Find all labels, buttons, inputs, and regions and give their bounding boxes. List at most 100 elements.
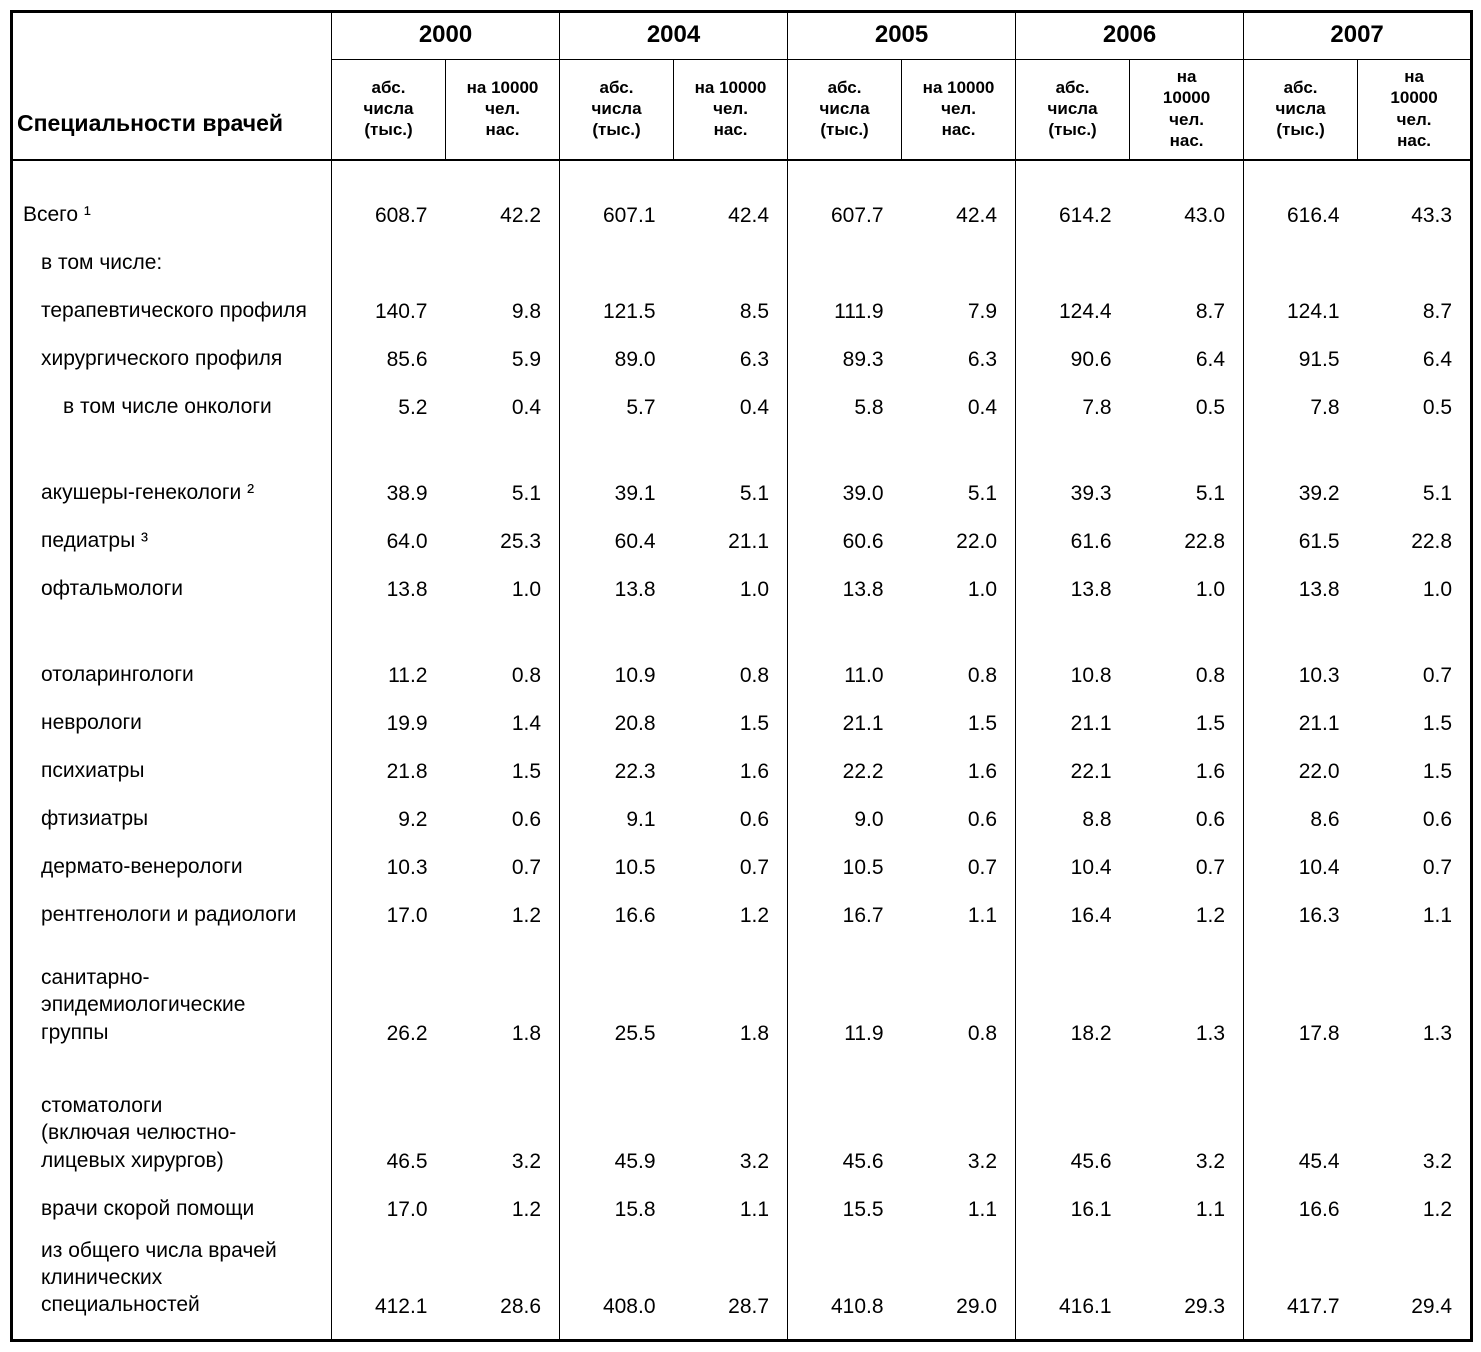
cell-value: [1016, 228, 1130, 276]
cell-value: 0.4: [674, 372, 788, 420]
cell-value: [1244, 228, 1358, 276]
cell-value: 1.5: [674, 688, 788, 736]
table-row: хирургического профиля85.65.989.06.389.3…: [12, 324, 1472, 372]
cell-value: 1.0: [1358, 554, 1472, 602]
cell-value: 10.5: [560, 832, 674, 880]
cell-value: 39.0: [788, 420, 902, 506]
cell-value: 11.2: [332, 602, 446, 688]
table-row: офтальмологи13.81.013.81.013.81.013.81.0…: [12, 554, 1472, 602]
row-label: стоматологи (включая челюстно- лицевых х…: [12, 1046, 332, 1174]
cell-value: 124.1: [1244, 276, 1358, 324]
cell-value: 416.1: [1016, 1222, 1130, 1340]
cell-value: 412.1: [332, 1222, 446, 1340]
cell-value: 28.6: [446, 1222, 560, 1340]
row-label: дермато-венерологи: [12, 832, 332, 880]
cell-value: 0.6: [902, 784, 1016, 832]
cell-value: 8.8: [1016, 784, 1130, 832]
header-year: 2006: [1016, 12, 1244, 60]
cell-value: 9.1: [560, 784, 674, 832]
cell-value: 22.2: [788, 736, 902, 784]
header-year: 2004: [560, 12, 788, 60]
cell-value: 21.1: [1244, 688, 1358, 736]
cell-value: 1.5: [1358, 736, 1472, 784]
table-row: из общего числа врачей клинических специ…: [12, 1222, 1472, 1340]
table-row: в том числе онкологи5.20.45.70.45.80.47.…: [12, 372, 1472, 420]
cell-value: 17.0: [332, 1174, 446, 1222]
cell-value: 1.3: [1358, 928, 1472, 1046]
cell-value: 0.6: [674, 784, 788, 832]
cell-value: 0.7: [674, 832, 788, 880]
cell-value: 1.0: [902, 554, 1016, 602]
cell-value: 614.2: [1016, 160, 1130, 228]
cell-value: 43.3: [1358, 160, 1472, 228]
cell-value: 64.0: [332, 506, 446, 554]
cell-value: 42.4: [902, 160, 1016, 228]
cell-value: 8.7: [1358, 276, 1472, 324]
cell-value: 0.8: [1130, 602, 1244, 688]
cell-value: 0.8: [902, 928, 1016, 1046]
cell-value: 0.8: [446, 602, 560, 688]
cell-value: 1.1: [674, 1174, 788, 1222]
row-label: фтизиатры: [12, 784, 332, 832]
cell-value: 29.4: [1358, 1222, 1472, 1340]
cell-value: 5.7: [560, 372, 674, 420]
table-row: стоматологи (включая челюстно- лицевых х…: [12, 1046, 1472, 1174]
row-label: врачи скорой помощи: [12, 1174, 332, 1222]
cell-value: 25.3: [446, 506, 560, 554]
cell-value: 0.7: [1358, 602, 1472, 688]
cell-value: 0.6: [1130, 784, 1244, 832]
cell-value: 3.2: [446, 1046, 560, 1174]
cell-value: 89.3: [788, 324, 902, 372]
cell-value: 1.2: [674, 880, 788, 928]
cell-value: 60.4: [560, 506, 674, 554]
table-row: акушеры-генекологи ²38.95.139.15.139.05.…: [12, 420, 1472, 506]
cell-value: 21.8: [332, 736, 446, 784]
table-row: психиатры21.81.522.31.622.21.622.11.622.…: [12, 736, 1472, 784]
cell-value: 60.6: [788, 506, 902, 554]
header-year: 2007: [1244, 12, 1472, 60]
cell-value: 0.6: [446, 784, 560, 832]
cell-value: 29.3: [1130, 1222, 1244, 1340]
row-label: рентгенологи и радиологи: [12, 880, 332, 928]
cell-value: 3.2: [1358, 1046, 1472, 1174]
cell-value: 607.1: [560, 160, 674, 228]
cell-value: 0.5: [1358, 372, 1472, 420]
cell-value: 3.2: [1130, 1046, 1244, 1174]
cell-value: 89.0: [560, 324, 674, 372]
cell-value: 140.7: [332, 276, 446, 324]
cell-value: 19.9: [332, 688, 446, 736]
cell-value: 39.2: [1244, 420, 1358, 506]
cell-value: 7.8: [1016, 372, 1130, 420]
cell-value: 45.9: [560, 1046, 674, 1174]
row-label: терапевтического профиля: [12, 276, 332, 324]
cell-value: 1.1: [902, 880, 1016, 928]
header-sub-per: на 10000 чел. нас.: [446, 60, 560, 161]
cell-value: 13.8: [332, 554, 446, 602]
cell-value: 16.4: [1016, 880, 1130, 928]
cell-value: 15.8: [560, 1174, 674, 1222]
cell-value: 8.6: [1244, 784, 1358, 832]
header-specialty: Специальности врачей: [12, 12, 332, 161]
cell-value: 6.4: [1130, 324, 1244, 372]
cell-value: 45.6: [1016, 1046, 1130, 1174]
cell-value: 11.0: [788, 602, 902, 688]
row-label: санитарно- эпидемиологические группы: [12, 928, 332, 1046]
cell-value: 8.7: [1130, 276, 1244, 324]
cell-value: 16.7: [788, 880, 902, 928]
row-label: в том числе:: [12, 228, 332, 276]
cell-value: 91.5: [1244, 324, 1358, 372]
table-row: Всего ¹608.742.2607.142.4607.742.4614.24…: [12, 160, 1472, 228]
table-row: санитарно- эпидемиологические группы26.2…: [12, 928, 1472, 1046]
doctors-specialties-table: Специальности врачей 2000 2004 2005 2006…: [10, 10, 1473, 1342]
cell-value: 45.4: [1244, 1046, 1358, 1174]
cell-value: 5.1: [902, 420, 1016, 506]
cell-value: 8.5: [674, 276, 788, 324]
cell-value: 1.0: [674, 554, 788, 602]
table-row: врачи скорой помощи17.01.215.81.115.51.1…: [12, 1174, 1472, 1222]
cell-value: 90.6: [1016, 324, 1130, 372]
cell-value: 7.9: [902, 276, 1016, 324]
cell-value: 18.2: [1016, 928, 1130, 1046]
header-sub-abs: абс. числа (тыс.): [560, 60, 674, 161]
cell-value: [332, 228, 446, 276]
cell-value: 10.4: [1244, 832, 1358, 880]
